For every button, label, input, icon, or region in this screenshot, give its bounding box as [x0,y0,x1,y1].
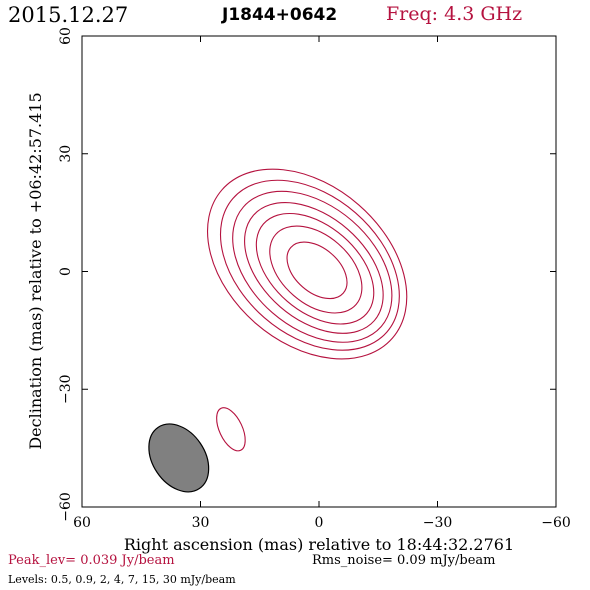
rms-noise: Rms_noise= 0.09 mJy/beam [312,553,496,568]
beam-group [148,423,210,493]
x-tick-label: −60 [541,515,571,531]
y-tick-label: −60 [58,492,74,522]
beam-ellipse [148,423,210,493]
peak-level: Peak_lev= 0.039 Jy/beam [8,553,175,568]
source-name: J1844+0642 [222,5,338,25]
x-tick-label: 60 [73,515,91,531]
contour-level-3 [232,190,393,343]
contour-level-4 [244,202,384,334]
y-axis-label: Declination (mas) relative to +06:42:57.… [26,92,45,449]
contour-level-1 [206,168,408,360]
axis-ticks [81,35,557,508]
observation-date: 2015.12.27 [8,3,129,27]
y-tick-label: 60 [58,27,74,45]
contour-level-2 [219,179,400,351]
contour-level-7 [286,241,348,300]
contour-level-5 [255,212,375,325]
x-axis-label: Right ascension (mas) relative to 18:44:… [124,535,514,554]
secondary-component-contour [216,407,246,452]
frequency-label: Freq: 4.3 GHz [386,3,523,25]
x-tick-label: 0 [315,515,324,531]
contour-level-6 [269,225,363,314]
y-tick-label: −30 [58,374,74,404]
x-tick-label: −30 [423,515,453,531]
y-tick-label: 0 [58,267,74,276]
axis-tick-labels: 60 30 0 −30 −60 −60 −30 0 30 60 [58,27,571,531]
contour-levels: Levels: 0.5, 0.9, 2, 4, 7, 15, 30 mJy/be… [8,573,236,586]
contour-lines [206,168,408,452]
x-tick-label: 30 [192,515,210,531]
y-tick-label: 30 [58,145,74,163]
